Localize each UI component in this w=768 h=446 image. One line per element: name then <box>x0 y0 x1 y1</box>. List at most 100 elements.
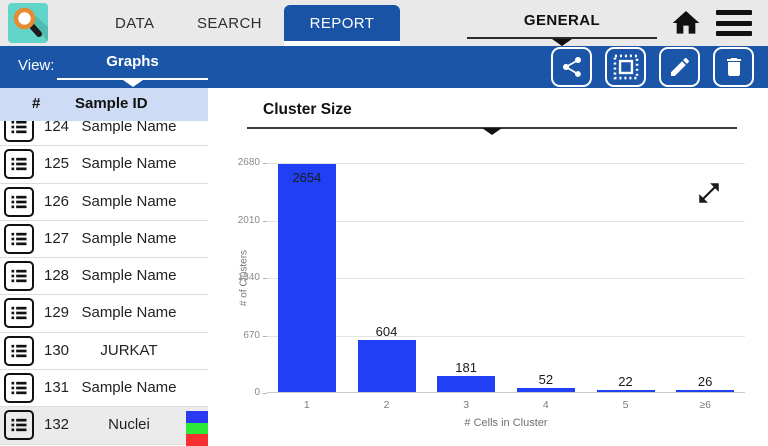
column-header-number: # <box>32 95 41 112</box>
chart-selector-underline <box>247 127 737 129</box>
table-header: # Sample ID <box>0 88 208 121</box>
y-tick-mark <box>263 393 267 394</box>
chevron-down-icon[interactable] <box>482 128 502 135</box>
x-tick-label: 4 <box>542 399 549 411</box>
sample-name: JURKAT <box>100 341 158 359</box>
menu-icon[interactable] <box>716 10 752 36</box>
sample-number: 129 <box>44 304 70 322</box>
share-button[interactable] <box>551 47 592 87</box>
bar-value-label: 181 <box>455 360 477 376</box>
sample-rows-scroll-area[interactable]: 124 Sample Name 125 Sample Name 126 Sample Na… <box>0 121 208 446</box>
menu-bar <box>716 20 752 26</box>
sample-list-panel: # Sample ID 124 Sample Name 125 Sample Name… <box>0 88 208 446</box>
y-tick-label: 670 <box>243 329 260 341</box>
y-tick-label: 2010 <box>237 214 260 226</box>
tab-report-active[interactable]: REPORT <box>284 5 400 41</box>
table-row[interactable]: 126 Sample Name <box>0 184 208 221</box>
bar-value-label: 26 <box>697 373 713 389</box>
table-row[interactable]: 131 Sample Name <box>0 370 208 408</box>
sample-name: Sample Name <box>81 192 177 210</box>
y-tick-label: 2680 <box>237 157 260 168</box>
tab-general[interactable]: GENERAL <box>467 0 657 46</box>
pencil-icon <box>670 57 689 76</box>
gridline <box>267 163 745 164</box>
sample-number: 132 <box>44 416 70 434</box>
column-header-sample-id: Sample ID <box>75 95 148 112</box>
chevron-down-icon <box>552 39 572 46</box>
x-tick-label: ≥6 <box>699 399 711 411</box>
list-icon[interactable] <box>4 223 34 254</box>
list-icon[interactable] <box>4 298 34 329</box>
sample-number: 124 <box>44 121 70 135</box>
gridline <box>267 278 745 279</box>
select-area-button[interactable] <box>605 47 646 87</box>
color-swatch <box>186 411 208 423</box>
list-icon[interactable] <box>4 261 34 292</box>
expand-arrows-icon <box>699 183 719 203</box>
gridline <box>267 335 745 337</box>
x-tick-label: 3 <box>463 399 470 411</box>
sample-number: 130 <box>44 341 70 359</box>
table-row[interactable]: 132 Nuclei <box>0 407 208 446</box>
x-tick-label: 5 <box>622 399 629 411</box>
expand-chart-button[interactable] <box>696 180 722 206</box>
chevron-down-icon <box>122 80 143 87</box>
report-tab-indicator <box>284 41 400 46</box>
gridline <box>267 220 745 222</box>
table-row[interactable]: 128 Sample Name <box>0 258 208 296</box>
bar-2 <box>357 340 416 392</box>
tab-search[interactable]: SEARCH <box>197 14 262 32</box>
home-icon[interactable] <box>669 7 703 39</box>
sample-number: 127 <box>44 229 70 247</box>
sample-number: 128 <box>44 267 70 285</box>
table-row[interactable]: 124 Sample Name <box>0 121 208 147</box>
list-icon[interactable] <box>4 373 34 404</box>
share-icon <box>562 57 581 77</box>
table-row[interactable]: 130 JURKAT <box>0 333 208 371</box>
bar-value-label: 604 <box>375 324 398 340</box>
sample-name: Sample Name <box>81 229 177 247</box>
bar-chart-plot-area <box>267 163 745 393</box>
menu-bar <box>716 31 752 36</box>
color-swatch <box>186 434 208 446</box>
sample-number: 126 <box>44 192 70 210</box>
x-tick-label: 2 <box>383 399 390 411</box>
bar-3 <box>437 376 496 392</box>
bar-value-label: 2654 <box>292 170 322 186</box>
sample-name: Sample Name <box>81 379 177 397</box>
color-swatches <box>186 411 208 446</box>
chart-title: Cluster Size <box>263 101 352 118</box>
menu-bar <box>716 10 752 15</box>
sample-name: Sample Name <box>81 121 177 135</box>
edit-button[interactable] <box>659 47 700 87</box>
list-icon[interactable] <box>4 149 34 180</box>
sample-number: 131 <box>44 379 70 397</box>
app-logo-magnifier-icon[interactable] <box>8 3 48 43</box>
sample-name: Sample Name <box>81 155 177 173</box>
y-tick-mark <box>263 163 267 164</box>
y-tick-label: 0 <box>254 387 260 398</box>
bar-5 <box>596 390 655 392</box>
list-icon[interactable] <box>4 410 34 441</box>
y-tick-label: 1340 <box>237 272 260 283</box>
list-icon[interactable] <box>4 186 34 217</box>
y-tick-mark <box>263 220 267 222</box>
sample-name: Nuclei <box>108 416 150 434</box>
chart-panel: Cluster Size # of Clusters # Cells in Cl… <box>208 88 768 446</box>
trash-icon <box>726 58 741 76</box>
delete-button[interactable] <box>713 47 754 87</box>
sample-name: Sample Name <box>81 304 177 322</box>
general-tab-label: GENERAL <box>523 12 601 29</box>
view-selector[interactable]: Graphs <box>57 46 208 88</box>
tab-data[interactable]: DATA <box>115 14 155 32</box>
list-icon[interactable] <box>4 335 34 366</box>
color-swatch <box>186 422 208 435</box>
list-icon[interactable] <box>4 121 34 142</box>
select-area-icon <box>613 54 638 80</box>
table-row[interactable]: 127 Sample Name <box>0 221 208 259</box>
table-row[interactable]: 125 Sample Name <box>0 146 208 184</box>
bar-value-label: 22 <box>618 374 633 389</box>
y-tick-mark <box>263 278 267 279</box>
view-label: View: <box>18 56 55 74</box>
table-row[interactable]: 129 Sample Name <box>0 295 208 333</box>
